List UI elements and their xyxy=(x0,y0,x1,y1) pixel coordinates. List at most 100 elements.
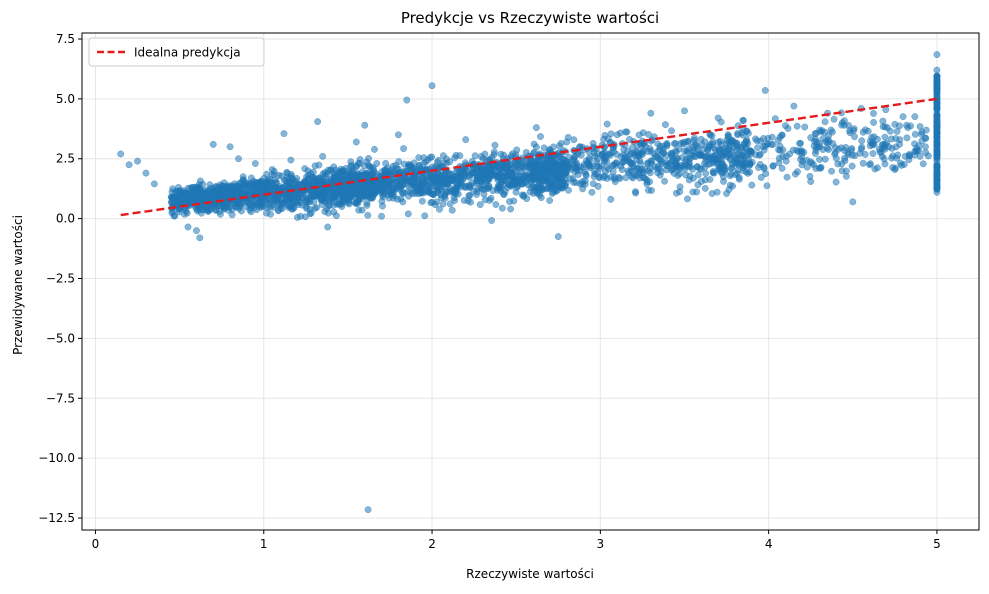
scatter-point xyxy=(428,82,436,90)
scatter-point xyxy=(623,128,631,136)
scatter-point xyxy=(659,142,667,150)
scatter-point xyxy=(702,169,710,177)
scatter-point xyxy=(411,190,419,197)
scatter-point xyxy=(462,136,470,144)
scatter-point xyxy=(807,134,815,142)
scatter-point xyxy=(266,178,274,186)
scatter-point xyxy=(628,159,636,167)
scatter-point xyxy=(819,135,827,143)
scatter-point xyxy=(869,150,877,157)
scatter-point xyxy=(437,162,445,170)
scatter-point xyxy=(371,145,378,153)
scatter-point xyxy=(420,160,428,167)
scatter-point xyxy=(593,158,601,166)
scatter-point xyxy=(426,154,434,161)
scatter-point xyxy=(808,159,816,167)
scatter-point xyxy=(743,127,751,135)
legend: Idealna predykcja xyxy=(88,37,265,67)
scatter-point xyxy=(178,188,186,196)
scatter-point xyxy=(540,144,548,152)
scatter-point xyxy=(892,143,900,151)
scatter-point xyxy=(418,175,426,183)
scatter-point xyxy=(720,162,728,170)
scatter-point xyxy=(693,163,701,171)
scatter-point xyxy=(642,175,650,183)
scatter-point xyxy=(439,152,447,160)
scatter-point xyxy=(538,186,546,194)
scatter-point xyxy=(879,123,887,131)
scatter-point xyxy=(351,174,359,182)
scatter-point xyxy=(636,157,644,165)
scatter-point xyxy=(547,155,555,163)
scatter-point xyxy=(783,173,791,181)
scatter-point xyxy=(555,142,563,150)
scatter-point xyxy=(340,194,348,202)
scatter-point xyxy=(738,160,746,168)
scatter-point xyxy=(356,156,364,163)
scatter-point xyxy=(739,116,747,124)
scatter-point xyxy=(753,137,761,145)
scatter-point xyxy=(838,167,846,175)
scatter-point xyxy=(647,109,655,117)
scatter-point xyxy=(722,140,730,147)
scatter-point xyxy=(675,145,683,153)
scatter-point xyxy=(418,182,426,190)
scatter-point xyxy=(488,172,496,179)
scatter-point xyxy=(594,182,602,190)
scatter-point xyxy=(900,161,908,168)
scatter-point xyxy=(612,162,620,169)
scatter-point xyxy=(378,197,386,205)
scatter-point xyxy=(793,122,801,130)
scatter-point xyxy=(323,189,331,197)
scatter-point xyxy=(607,195,615,203)
scatter-point xyxy=(333,185,341,192)
scatter-point xyxy=(933,176,941,184)
scatter-point xyxy=(596,164,604,172)
scatter-point xyxy=(381,167,389,175)
y-tick-label: −12.5 xyxy=(38,511,75,525)
scatter-point xyxy=(400,145,408,153)
scatter-point xyxy=(150,180,158,188)
scatter-point xyxy=(456,152,464,160)
scatter-point xyxy=(485,183,493,191)
scatter-point xyxy=(251,160,259,167)
scatter-point xyxy=(861,150,869,158)
scatter-point xyxy=(858,137,866,145)
scatter-point xyxy=(265,186,273,194)
scatter-point xyxy=(782,152,790,160)
scatter-point xyxy=(236,203,244,211)
scatter-point xyxy=(800,148,808,156)
scatter-point xyxy=(880,155,888,163)
scatter-point xyxy=(354,190,362,198)
scatter-point xyxy=(646,169,654,177)
scatter-point xyxy=(418,197,426,205)
scatter-point xyxy=(495,183,503,191)
scatter-point xyxy=(457,174,464,182)
scatter-point xyxy=(364,211,372,219)
scatter-point xyxy=(916,152,924,160)
scatter-point xyxy=(508,172,516,179)
scatter-point xyxy=(167,193,175,201)
scatter-point xyxy=(395,158,403,166)
scatter-point xyxy=(624,154,632,162)
scatter-point xyxy=(762,170,770,178)
x-tick-label: 0 xyxy=(92,537,100,551)
scatter-point xyxy=(903,121,911,129)
scatter-point xyxy=(686,172,694,180)
scatter-point xyxy=(767,141,775,148)
y-tick-label: 5.0 xyxy=(56,92,75,106)
scatter-point xyxy=(171,212,179,220)
scatter-point xyxy=(444,180,452,188)
scatter-point xyxy=(714,114,722,122)
scatter-point xyxy=(628,149,636,157)
scatter-point xyxy=(742,168,750,176)
scatter-point xyxy=(192,188,200,196)
scatter-point xyxy=(864,127,872,135)
scatter-point xyxy=(554,233,562,241)
scatter-point xyxy=(704,146,711,154)
scatter-point xyxy=(835,145,842,153)
scatter-point xyxy=(763,182,771,190)
scatter-point xyxy=(933,162,941,170)
legend-label: Idealna predykcja xyxy=(134,46,241,60)
scatter-point xyxy=(324,209,332,217)
